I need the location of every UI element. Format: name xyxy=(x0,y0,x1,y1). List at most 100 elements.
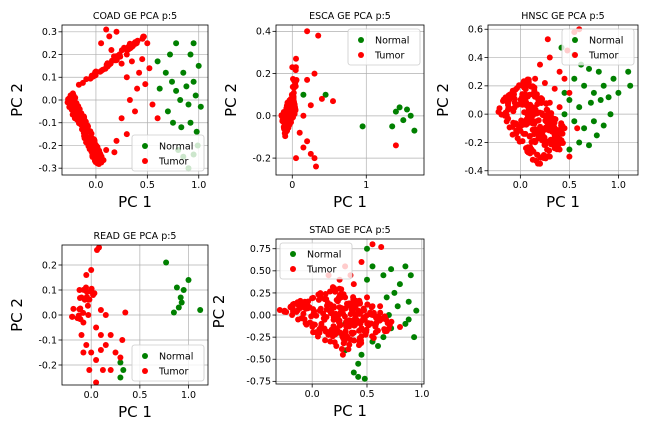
point-normal xyxy=(396,104,403,111)
point-normal xyxy=(375,343,381,349)
point-tumor xyxy=(358,340,365,346)
point-tumor xyxy=(117,354,124,361)
point-tumor xyxy=(500,98,506,104)
point-tumor xyxy=(360,305,367,312)
point-tumor xyxy=(315,32,322,39)
point-tumor xyxy=(123,51,130,58)
point-tumor xyxy=(88,285,95,292)
point-tumor xyxy=(382,328,388,335)
point-tumor xyxy=(108,47,115,53)
point-normal xyxy=(576,139,583,146)
point-normal xyxy=(402,263,409,270)
point-normal xyxy=(600,122,607,129)
point-tumor xyxy=(322,291,329,297)
point-normal xyxy=(187,51,194,58)
point-tumor xyxy=(76,315,83,322)
legend-marker-normal xyxy=(142,353,148,359)
y-tick-label: -0.2 xyxy=(252,153,271,164)
point-tumor xyxy=(574,125,581,132)
legend-marker-normal xyxy=(358,37,364,43)
legend-box xyxy=(347,28,421,66)
point-tumor xyxy=(119,337,126,343)
point-tumor xyxy=(149,101,156,108)
point-tumor xyxy=(83,293,90,300)
point-tumor xyxy=(532,118,539,125)
y-tick-label: -0.1 xyxy=(38,335,57,346)
x-tick-label: 1 xyxy=(363,180,369,191)
point-tumor xyxy=(93,379,100,385)
point-tumor xyxy=(304,28,311,35)
point-tumor xyxy=(546,99,553,106)
x-tick-label: 0.5 xyxy=(562,180,577,191)
point-tumor xyxy=(97,68,104,75)
y-tick-label: 0.25 xyxy=(250,288,271,299)
point-tumor xyxy=(519,101,526,108)
point-tumor xyxy=(126,97,133,103)
legend-label-tumor: Tumor xyxy=(374,50,404,61)
point-tumor xyxy=(542,117,549,124)
point-tumor xyxy=(350,281,357,288)
point-tumor xyxy=(122,309,129,316)
legend-label-normal: Normal xyxy=(159,351,193,362)
point-tumor xyxy=(347,336,354,343)
point-tumor xyxy=(330,326,337,333)
legend-label-tumor: Tumor xyxy=(158,156,188,167)
y-axis-label: PC 2 xyxy=(8,83,26,117)
point-normal xyxy=(117,374,124,381)
point-tumor xyxy=(551,132,558,139)
legend-marker-normal xyxy=(572,37,578,43)
data-points xyxy=(64,26,204,172)
point-normal xyxy=(593,132,600,139)
x-tick-label: 0.0 xyxy=(84,390,99,401)
axes-frame xyxy=(275,238,425,385)
point-normal xyxy=(586,65,592,72)
y-tick-label: -0.2 xyxy=(38,360,57,371)
point-tumor xyxy=(83,342,90,348)
point-tumor xyxy=(511,95,518,102)
x-axis-label: PC 1 xyxy=(118,403,152,421)
point-tumor xyxy=(307,150,314,157)
point-normal xyxy=(413,307,420,314)
point-tumor xyxy=(311,155,318,162)
point-tumor xyxy=(358,325,365,332)
point-tumor xyxy=(525,76,532,83)
data-points xyxy=(276,241,420,382)
point-tumor xyxy=(538,95,545,102)
point-tumor xyxy=(531,93,538,100)
point-tumor xyxy=(546,54,553,61)
point-tumor xyxy=(81,133,88,139)
legend-label-normal: Normal xyxy=(159,141,193,152)
y-tick-label: -0.2 xyxy=(464,138,483,149)
point-tumor xyxy=(87,128,94,135)
point-tumor xyxy=(534,101,541,108)
y-tick-label: -0.1 xyxy=(38,118,57,129)
point-normal xyxy=(156,85,163,92)
point-tumor xyxy=(88,349,95,356)
point-tumor xyxy=(304,76,311,83)
chart-panel-2: ESCA GE PCA p:5 0 1 -0.2 0.0 0.2 0.4 PC 1 PC 2 No… xyxy=(222,11,425,211)
point-tumor xyxy=(555,140,562,147)
point-tumor xyxy=(532,75,539,82)
point-tumor xyxy=(284,124,291,131)
point-tumor xyxy=(318,95,325,102)
point-normal xyxy=(605,94,612,101)
y-tick-label: 0.00 xyxy=(250,310,271,321)
legend-marker-normal xyxy=(290,251,296,257)
point-tumor xyxy=(70,305,77,312)
point-tumor xyxy=(104,60,111,67)
chart-panel-1: COAD GE PCA p:5 0.0 0.5 1.0 -0.3 -0.2 -0.1 0.0 0… xyxy=(8,11,209,211)
legend: Normal Tumor xyxy=(131,134,205,172)
data-points xyxy=(69,245,204,385)
x-axis-label: PC 1 xyxy=(118,193,152,211)
point-normal xyxy=(404,106,410,113)
x-tick-label: 0.0 xyxy=(513,180,528,191)
point-normal xyxy=(581,82,588,89)
point-tumor xyxy=(80,319,87,326)
x-tick-label: 0.5 xyxy=(359,389,374,400)
chart-title: READ GE PCA p:5 xyxy=(94,231,177,242)
point-normal xyxy=(350,369,357,376)
point-tumor xyxy=(102,342,109,348)
legend: Normal Tumor xyxy=(347,28,421,66)
point-tumor xyxy=(561,125,568,132)
point-normal xyxy=(610,75,617,82)
